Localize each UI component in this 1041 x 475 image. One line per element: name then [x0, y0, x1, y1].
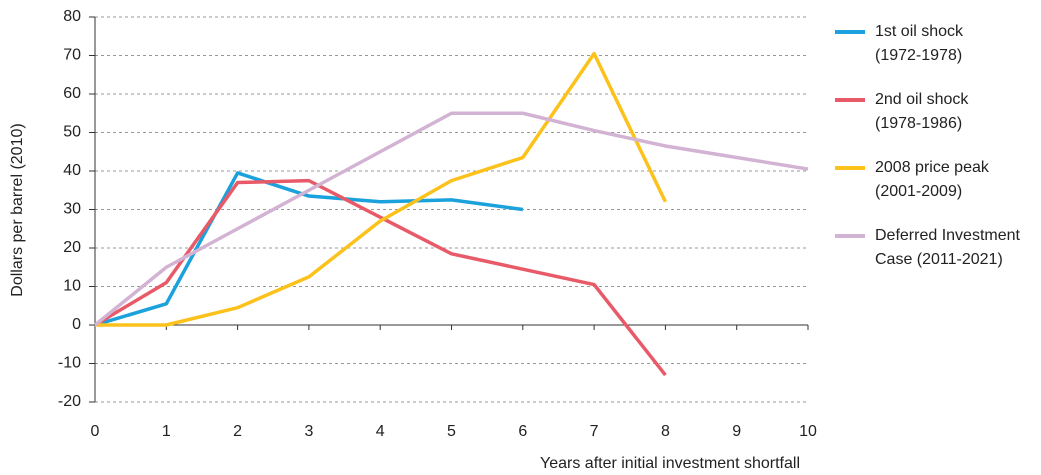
legend-label: 2nd oil shock (1978-1986)	[875, 91, 969, 132]
y-tick-label: -20	[58, 393, 81, 410]
x-tick-label: 1	[162, 423, 171, 440]
series-line	[94, 178, 667, 377]
y-tick-label: 30	[63, 201, 81, 218]
x-tick-label: 10	[799, 423, 817, 440]
x-tick-label: 9	[732, 423, 741, 440]
x-tick-label: 0	[91, 423, 100, 440]
y-tick-label: 60	[63, 85, 81, 102]
y-tick-label: 80	[63, 8, 81, 25]
y-axis-label: Dollars per barrel (2010)	[9, 123, 26, 296]
y-tick-label: 20	[63, 239, 81, 256]
x-axis-label: Years after initial investment shortfall	[540, 455, 800, 472]
legend-label: 2008 price peak (2001-2009)	[875, 159, 989, 200]
x-tick-label: 6	[518, 423, 527, 440]
y-tick-label: 50	[63, 124, 81, 141]
x-tick-label: 7	[590, 423, 599, 440]
series-line	[93, 111, 809, 327]
legend-label: Deferred Investment Case (2011-2021)	[875, 227, 1020, 268]
x-tick-label: 3	[304, 423, 313, 440]
x-tick-label: 2	[233, 423, 242, 440]
y-tick-label: 40	[63, 162, 81, 179]
x-tick-label: 5	[447, 423, 456, 440]
x-tick-label: 8	[661, 423, 670, 440]
y-tick-label: 0	[72, 316, 81, 333]
y-tick-label: 10	[63, 278, 81, 295]
y-tick-label: 70	[63, 47, 81, 64]
y-tick-label: -10	[58, 355, 81, 372]
series-line	[94, 171, 524, 327]
series-line	[95, 51, 667, 327]
x-tick-label: 4	[376, 423, 385, 440]
legend-label: 1st oil shock (1972-1978)	[875, 23, 964, 64]
